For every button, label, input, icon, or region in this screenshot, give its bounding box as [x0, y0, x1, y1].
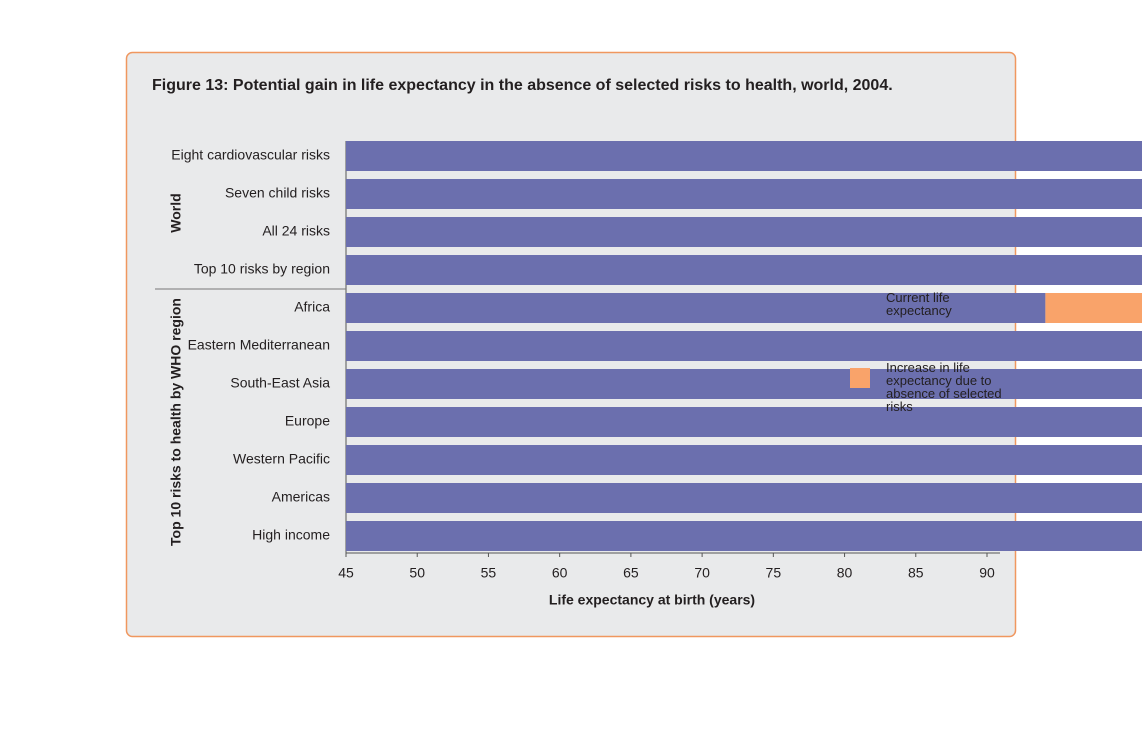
bar-segment	[346, 141, 1142, 171]
bar-segment	[346, 445, 1142, 475]
legend-label: Current life expectancy	[886, 291, 952, 318]
x-tick-label: 65	[623, 565, 639, 581]
legend-label-box: Current life expectancy	[886, 291, 952, 318]
x-axis-label: Life expectancy at birth (years)	[549, 592, 755, 608]
bar-segment	[1045, 293, 1142, 323]
y-tick-label: All 24 risks	[262, 223, 330, 239]
group-label: Top 10 risks to health by WHO region	[168, 298, 184, 546]
legend-swatch	[850, 298, 870, 318]
y-tick-label: High income	[252, 527, 330, 543]
y-tick-label: Eastern Mediterranean	[188, 337, 330, 353]
bar-segment	[346, 217, 1142, 247]
x-tick-label: 45	[338, 565, 354, 581]
bar-segment	[346, 521, 1142, 551]
x-tick-label: 55	[481, 565, 497, 581]
y-tick-label: Top 10 risks by region	[194, 261, 330, 277]
x-tick-label: 50	[409, 565, 425, 581]
y-tick-label: Africa	[294, 299, 330, 315]
y-tick-label: Americas	[272, 489, 330, 505]
y-tick-label: Eight cardiovascular risks	[171, 147, 330, 163]
x-tick-label: 70	[694, 565, 710, 581]
x-tick-label: 80	[837, 565, 853, 581]
group-label: World	[168, 193, 184, 232]
bar-segment	[346, 179, 1142, 209]
x-tick-label: 60	[552, 565, 568, 581]
legend-label: Increase in life expectancy due to absen…	[886, 361, 1002, 414]
bar-segment	[346, 255, 1142, 285]
legend-label-box: Increase in life expectancy due to absen…	[886, 361, 1002, 414]
y-tick-label: Western Pacific	[233, 451, 330, 467]
y-tick-label: Seven child risks	[225, 185, 330, 201]
x-tick-label: 85	[908, 565, 924, 581]
x-tick-label: 90	[979, 565, 995, 581]
legend-swatch	[850, 368, 870, 388]
y-tick-label: Europe	[285, 413, 330, 429]
chart-title: Figure 13: Potential gain in life expect…	[152, 77, 893, 94]
y-tick-label: South-East Asia	[230, 375, 330, 391]
bar-segment	[346, 407, 1142, 437]
bar-segment	[346, 483, 1142, 513]
bar-segment	[346, 293, 1046, 323]
x-tick-label: 75	[766, 565, 782, 581]
bar-segment	[346, 331, 1142, 361]
bar-segment	[346, 369, 1142, 399]
